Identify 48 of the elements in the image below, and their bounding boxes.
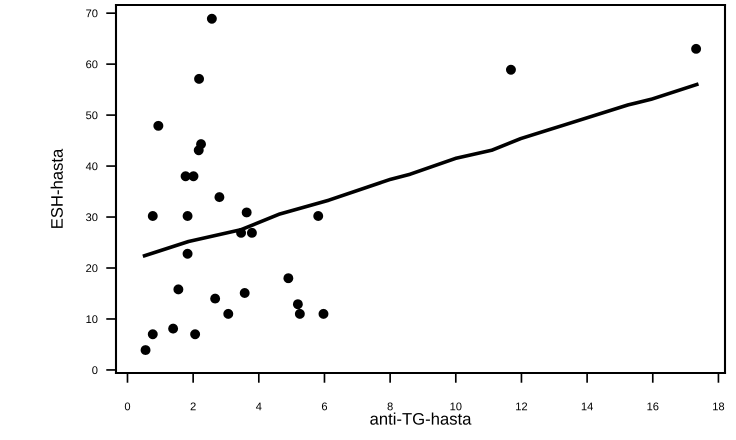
point xyxy=(294,308,305,319)
point xyxy=(148,329,158,340)
x-tick-label: 12 xyxy=(516,402,528,410)
point xyxy=(240,288,250,298)
point xyxy=(188,171,198,182)
point xyxy=(223,308,234,319)
point xyxy=(283,273,294,284)
point xyxy=(246,228,257,238)
point xyxy=(190,329,200,340)
y-axis-title: ESH-hasta xyxy=(50,148,63,228)
point xyxy=(242,207,252,218)
point xyxy=(182,211,193,221)
y-tick-label: 20 xyxy=(86,264,98,272)
y-tick-label: 10 xyxy=(86,315,98,324)
point xyxy=(236,228,246,238)
x-axis-title: anti-TG-hasta xyxy=(370,412,472,425)
x-tick-label: 8 xyxy=(388,402,393,410)
y-tick-label: 70 xyxy=(86,9,98,18)
x-tick-label: 6 xyxy=(322,402,328,410)
x-tick-label: 10 xyxy=(450,402,462,410)
point xyxy=(153,120,164,131)
x-tick-label: 14 xyxy=(582,402,593,410)
point xyxy=(173,284,184,294)
point xyxy=(313,211,324,221)
point xyxy=(318,308,328,319)
point xyxy=(168,324,178,334)
point xyxy=(214,192,224,202)
point xyxy=(148,211,158,221)
y-tick-label: 40 xyxy=(86,162,98,170)
point xyxy=(292,299,303,310)
point xyxy=(691,44,702,54)
point xyxy=(506,64,516,75)
y-tick-label: 30 xyxy=(86,213,98,222)
line-series xyxy=(142,82,699,258)
y-tick-label: 50 xyxy=(86,111,98,120)
point xyxy=(140,345,151,356)
x-tick-label: 0 xyxy=(124,402,130,410)
point xyxy=(194,145,204,156)
y-tick-label: 60 xyxy=(86,60,98,68)
point xyxy=(182,248,193,259)
point xyxy=(206,14,217,24)
y-tick-label: 0 xyxy=(92,366,98,374)
x-tick-label: 4 xyxy=(256,402,262,410)
x-tick-label: 16 xyxy=(647,402,658,410)
point xyxy=(194,74,204,84)
x-tick-label: 18 xyxy=(713,402,724,410)
point xyxy=(210,294,220,304)
x-tick-label: 2 xyxy=(190,402,196,410)
